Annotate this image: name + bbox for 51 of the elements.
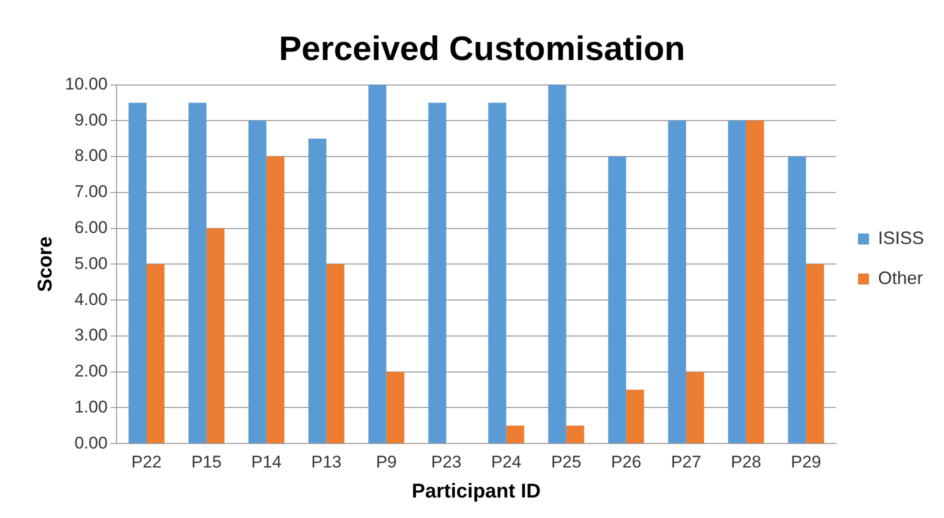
bar: [386, 372, 404, 444]
bar: [806, 264, 824, 444]
y-tick-label: 2.00: [74, 362, 108, 381]
bar: [746, 120, 764, 444]
bar: [248, 120, 266, 444]
bar: [146, 264, 165, 444]
y-tick-label: 0.00: [74, 433, 108, 452]
x-axis-title: Participant ID: [412, 480, 541, 503]
bar: [308, 138, 326, 444]
y-tick-label: 8.00: [74, 146, 108, 166]
bar: [686, 372, 704, 444]
y-tick-label: 6.00: [74, 218, 108, 238]
bar: [428, 102, 446, 444]
x-tick-label: P24: [491, 452, 522, 472]
bar: [128, 102, 147, 444]
x-tick-label: P25: [551, 452, 582, 472]
x-tick-label: P15: [191, 452, 222, 472]
x-tick-label: P29: [790, 452, 822, 472]
bar: [326, 264, 344, 444]
bar: [728, 120, 746, 444]
bar: [188, 102, 206, 444]
y-tick-label: 10.00: [64, 74, 108, 94]
x-tick-label: P28: [730, 452, 762, 472]
bar: [506, 426, 524, 444]
legend-label: Other: [878, 268, 924, 288]
bar: [548, 84, 566, 444]
legend-label: ISISS: [878, 228, 924, 248]
bar: [566, 426, 584, 444]
x-tick-label: P9: [376, 452, 397, 472]
y-tick-label: 5.00: [74, 254, 108, 273]
x-tick-label: P14: [251, 452, 282, 472]
bar: [266, 156, 284, 444]
bar: [206, 228, 224, 444]
y-tick-label: 1.00: [74, 397, 108, 416]
y-tick-label: 7.00: [74, 182, 108, 202]
x-tick-label: P26: [611, 452, 642, 472]
bar: [626, 390, 644, 444]
bar: [668, 120, 686, 444]
bar: [368, 84, 386, 444]
x-tick-label: P27: [670, 452, 702, 472]
x-tick-label: P22: [131, 452, 162, 472]
bar: [488, 102, 506, 444]
y-tick-label: 4.00: [74, 290, 108, 309]
x-tick-label: P23: [431, 452, 462, 472]
y-axis-title: Score: [34, 236, 57, 292]
chart-title: Perceived Customisation: [278, 30, 686, 68]
y-tick-label: 3.00: [74, 326, 108, 345]
y-tick-label: 9.00: [74, 110, 108, 130]
bar: [608, 156, 626, 444]
x-tick-label: P13: [311, 452, 342, 472]
bar: [788, 156, 806, 444]
